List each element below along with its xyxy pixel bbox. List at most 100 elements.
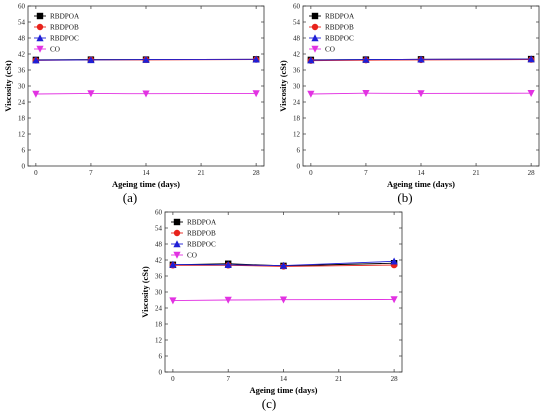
x-axis-label-a: Ageing time (days): [112, 179, 180, 189]
data-point-co-c: [169, 297, 177, 305]
chart-a-svg: 0 6 12 18 24 30 36 42 48 54 60 0 7 14 21 28 Ageing time …: [3, 3, 265, 189]
series-line-rbdpoc-c: [172, 260, 395, 267]
data-point-co-b: [362, 90, 370, 97]
y-tick-label-a: 36: [18, 67, 26, 75]
legend-marker-rbdpob-b: [311, 23, 319, 31]
y-tick-label-b: 54: [293, 19, 301, 27]
data-point-rbdpoc-c: [390, 257, 398, 265]
data-point-rbdpoc-a: [32, 56, 40, 64]
y-tick-label-b: 36: [293, 67, 301, 75]
y-tick-label-b: 6: [297, 147, 301, 155]
data-point-co-b: [417, 90, 425, 98]
legend-marker-rbdpoa-b: [311, 12, 319, 20]
y-tick-label-b: 30: [293, 83, 301, 91]
data-point-rbdpoc-b: [417, 55, 425, 63]
series-line-rbdpob-c: [172, 264, 395, 267]
legend-label-co-c: CO: [187, 252, 197, 260]
y-tick-label-c: 60: [155, 209, 163, 217]
series-line-co-c: [172, 299, 395, 301]
series-line-rbdpob-b: [310, 59, 532, 62]
x-tick-label-c: 21: [335, 375, 343, 383]
data-point-rbdpoc-a: [252, 55, 260, 63]
y-tick-label-b: 42: [293, 51, 301, 59]
y-tick-label-a: 54: [18, 19, 26, 27]
data-point-co-a: [142, 90, 150, 98]
legend-marker-rbdpoa-c: [173, 218, 181, 226]
y-tick-label-b: 24: [293, 99, 301, 107]
y-tick-label-a: 6: [22, 147, 26, 155]
y-tick-label-c: 48: [155, 241, 163, 249]
data-point-rbdpoc-a: [142, 55, 150, 63]
legend-marker-rbdpoc-a: [36, 34, 44, 42]
x-tick-label-c: 28: [391, 375, 399, 383]
data-point-co-a: [252, 90, 260, 98]
x-tick-label-a: 0: [34, 169, 38, 177]
series-line-rbdpoc-b: [310, 58, 532, 61]
legend-marker-rbdpob-a: [36, 23, 44, 31]
y-tick-label-c: 0: [159, 369, 163, 377]
x-tick-label-a: 7: [89, 169, 93, 177]
y-tick-label-a: 60: [18, 3, 26, 11]
y-tick-label-a: 42: [18, 51, 26, 59]
data-point-co-c: [279, 296, 288, 304]
y-tick-label-b: 48: [293, 35, 301, 43]
y-tick-label-b: 12: [293, 131, 301, 139]
y-tick-label-c: 18: [155, 321, 163, 329]
y-tick-label-c: 36: [155, 273, 163, 281]
chart-panel-c: 0 6 12 18 24 30 36 42 48 54 60 0 7 14 21 28 Ageing time …: [137, 206, 413, 412]
x-tick-label-b: 14: [418, 169, 426, 177]
legend-marker-co-b: [311, 45, 319, 53]
legend-label-rbdpob-c: RBDPOB: [187, 230, 216, 238]
y-tick-label-a: 24: [18, 99, 26, 107]
data-point-co-a: [32, 90, 40, 98]
legend-label-co-b: CO: [325, 46, 335, 54]
chart-panel-a: 0 6 12 18 24 30 36 42 48 54 60 0 7 14 21 28 Ageing time …: [0, 0, 275, 206]
legend-label-rbdpoc-a: RBDPOC: [50, 35, 79, 43]
y-tick-label-b: 18: [293, 115, 301, 123]
x-tick-label-a: 14: [143, 169, 151, 177]
legend-label-rbdpob-b: RBDPOB: [325, 24, 354, 32]
data-point-rbdpoc-c: [224, 261, 232, 268]
legend-marker-rbdpoc-c: [173, 240, 181, 248]
legend-label-rbdpoc-c: RBDPOC: [187, 241, 216, 249]
legend-marker-co-c: [173, 251, 181, 259]
y-tick-label-b: 0: [297, 163, 301, 171]
series-line-co-a: [35, 93, 257, 95]
chart-panel-b: 0 6 12 18 24 30 36 42 48 54 60 0 7 14 21 28 Ageing time …: [275, 0, 550, 206]
y-tick-label-a: 30: [18, 83, 26, 91]
x-tick-label-c: 14: [280, 375, 288, 383]
data-point-rbdpoc-b: [527, 55, 535, 63]
chart-c-svg: 0 6 12 18 24 30 36 42 48 54 60 0 7 14 21 28 Ageing time …: [140, 209, 403, 395]
x-tick-label-a: 28: [253, 169, 261, 177]
x-tick-label-a: 21: [198, 169, 206, 177]
y-tick-label-a: 0: [22, 163, 26, 171]
data-point-co-b: [307, 90, 315, 98]
data-point-co-a: [87, 90, 95, 98]
legend-marker-rbdpob-c: [173, 229, 181, 237]
y-tick-label-c: 30: [155, 289, 163, 297]
data-point-co-b: [527, 90, 535, 97]
x-tick-label-b: 21: [473, 169, 481, 177]
y-axis-label-b: Viscosity (cSt): [278, 60, 288, 112]
x-tick-label-b: 28: [528, 169, 536, 177]
panel-label-c: (c): [261, 396, 277, 411]
panel-label-a: (a): [122, 190, 138, 205]
data-point-rbdpoc-c: [279, 261, 288, 269]
x-tick-label-b: 7: [364, 169, 368, 177]
data-point-rbdpoc-b: [307, 56, 315, 64]
legend-marker-rbdpoc-b: [311, 34, 319, 42]
data-point-co-c: [224, 296, 232, 304]
data-point-co-c: [390, 296, 398, 304]
legend-label-rbdpoc-b: RBDPOC: [325, 35, 354, 43]
y-tick-label-c: 24: [155, 305, 163, 313]
y-tick-label-c: 54: [155, 225, 163, 233]
y-tick-label-c: 42: [155, 257, 163, 265]
legend-label-rbdpob-a: RBDPOB: [50, 24, 79, 32]
legend-label-co-a: CO: [50, 46, 60, 54]
data-point-rbdpoc-c: [169, 260, 177, 268]
legend-marker-co-a: [36, 45, 44, 53]
panel-label-b: (b): [397, 190, 413, 205]
y-tick-label-a: 48: [18, 35, 26, 43]
series-line-co-b: [310, 92, 532, 95]
chart-b-svg: 0 6 12 18 24 30 36 42 48 54 60 0 7 14 21 28 Ageing time …: [278, 3, 540, 189]
